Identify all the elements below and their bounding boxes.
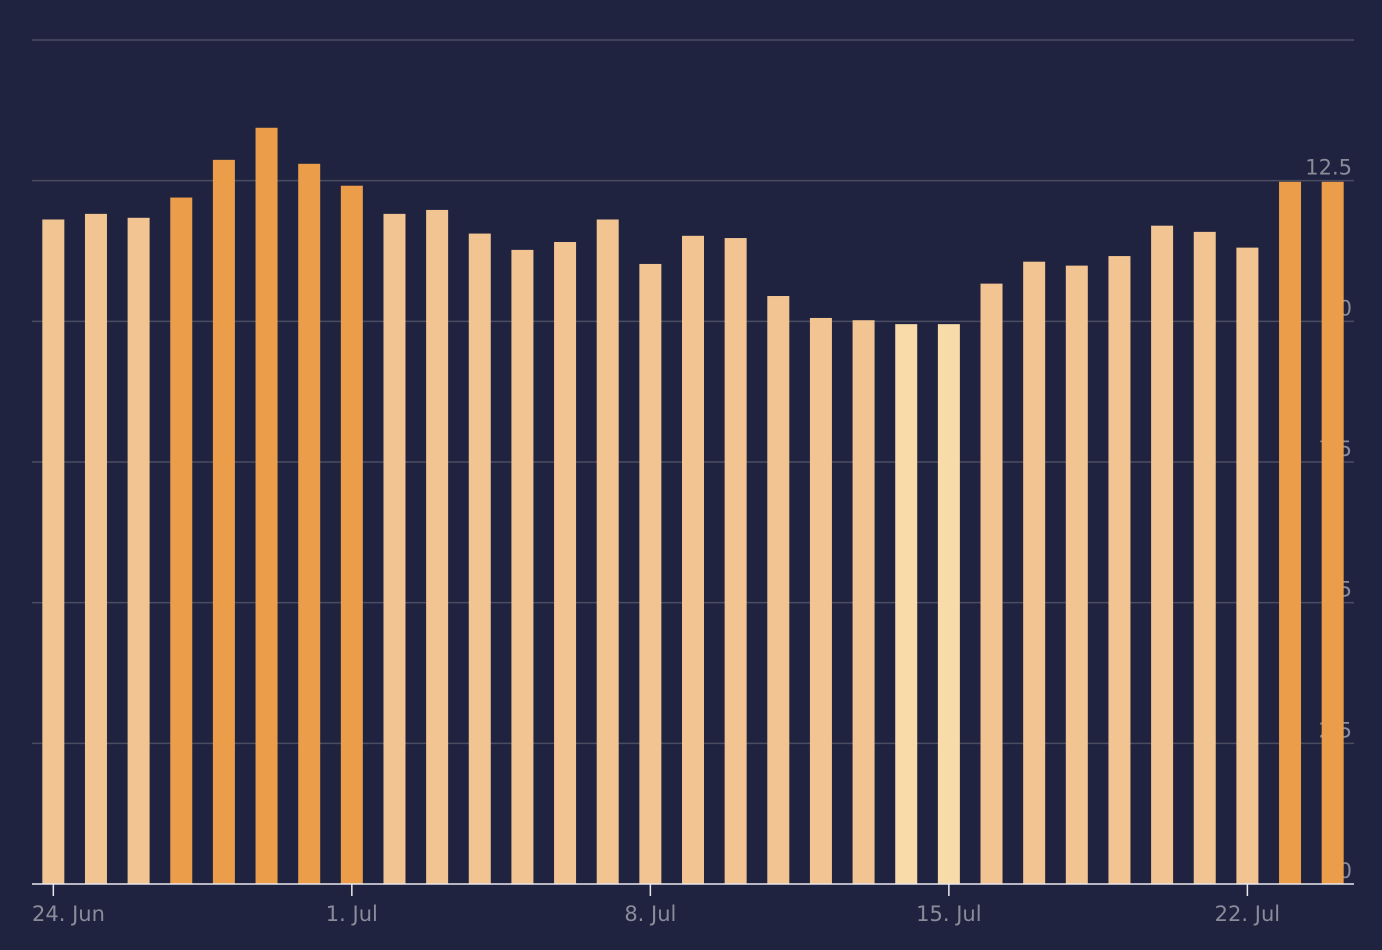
bar bbox=[170, 197, 193, 885]
bar bbox=[1065, 265, 1088, 884]
bar bbox=[511, 249, 534, 885]
bar bbox=[1321, 181, 1344, 885]
bar bbox=[980, 283, 1003, 885]
bar bbox=[340, 185, 363, 885]
bar bbox=[852, 320, 875, 884]
x-tick-label: 1. Jul bbox=[326, 902, 378, 926]
bar bbox=[1023, 261, 1046, 884]
bar bbox=[767, 296, 790, 885]
bar bbox=[639, 263, 662, 884]
bar bbox=[682, 235, 704, 885]
bar bbox=[383, 213, 406, 884]
bar bbox=[724, 238, 747, 885]
x-tick-label: 22. Jul bbox=[1215, 902, 1280, 926]
x-tick-label: 15. Jul bbox=[916, 902, 981, 926]
bar bbox=[84, 213, 107, 884]
bar bbox=[596, 219, 619, 884]
bar bbox=[895, 324, 918, 884]
bar bbox=[1151, 225, 1174, 884]
x-tick-label: 8. Jul bbox=[624, 902, 676, 926]
bar bbox=[1279, 181, 1302, 885]
bar bbox=[127, 217, 150, 884]
bar bbox=[937, 324, 960, 884]
bar bbox=[298, 163, 321, 884]
bar bbox=[255, 127, 278, 884]
bar bbox=[42, 219, 65, 884]
bar bbox=[1193, 231, 1216, 885]
bar bbox=[468, 233, 491, 885]
bar bbox=[554, 241, 577, 885]
bar bbox=[809, 317, 832, 884]
x-tick-label: 24. Jun bbox=[32, 902, 105, 926]
y-tick-label: 12.5 bbox=[1305, 156, 1352, 180]
bar bbox=[212, 159, 235, 884]
bar bbox=[1108, 256, 1131, 885]
bar bbox=[426, 209, 449, 884]
bar bbox=[1236, 247, 1259, 884]
